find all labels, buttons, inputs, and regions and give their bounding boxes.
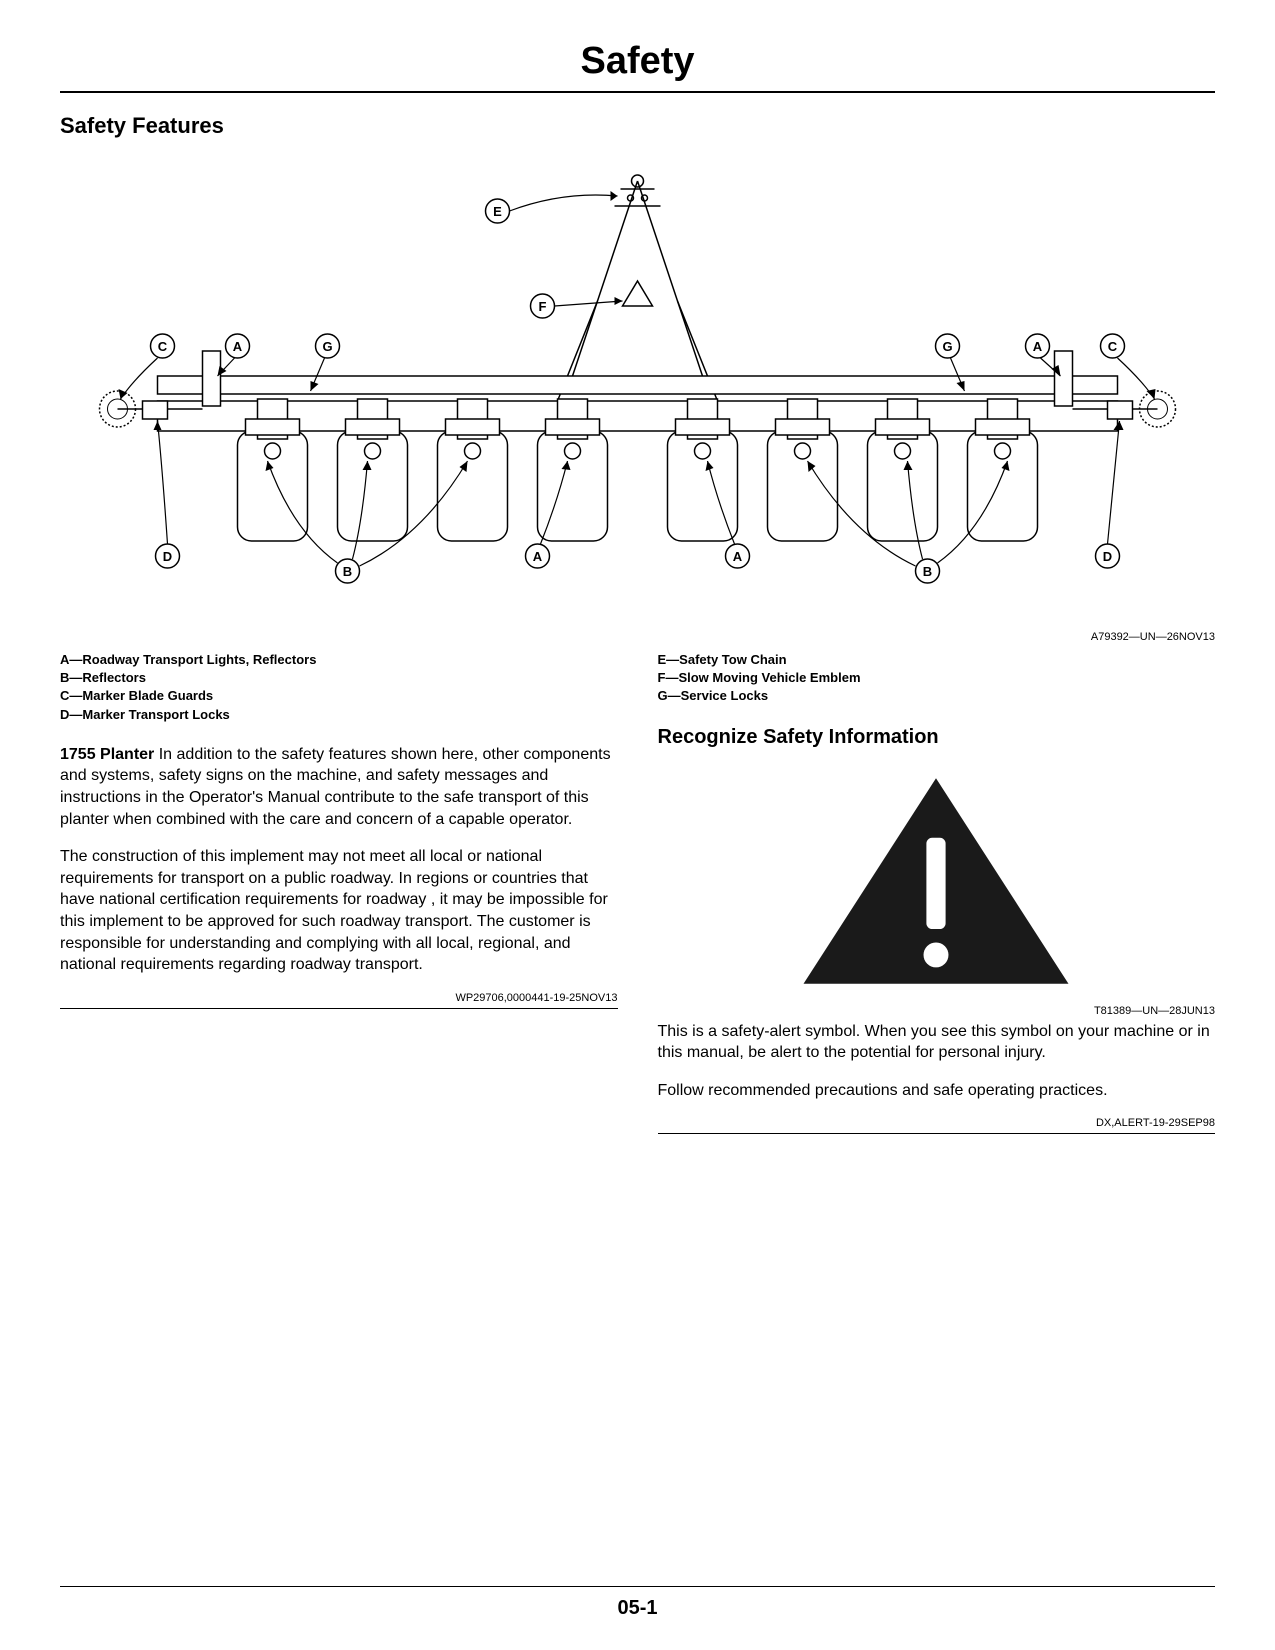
recognize-safety-heading: Recognize Safety Information: [658, 726, 1216, 749]
safety-alert-icon: [791, 761, 1081, 1001]
svg-text:C: C: [158, 339, 168, 354]
legend-item: C—Marker Blade Guards: [60, 687, 618, 705]
alert-image-ref: T81389—UN—28JUN13: [658, 1005, 1216, 1017]
svg-text:D: D: [163, 549, 172, 564]
svg-text:G: G: [942, 339, 952, 354]
recognize-safety-para-1: This is a safety-alert symbol. When you …: [658, 1021, 1216, 1064]
diagram-image-ref: A79392—UN—26NOV13: [60, 631, 1215, 643]
para-lead: 1755 Planter: [60, 746, 154, 763]
doc-ref-right: DX,ALERT-19-29SEP98: [658, 1117, 1216, 1134]
svg-text:C: C: [1108, 339, 1118, 354]
legend-item: E—Safety Tow Chain: [658, 651, 1216, 669]
legend-item: A—Roadway Transport Lights, Reflectors: [60, 651, 618, 669]
right-column: E—Safety Tow Chain F—Slow Moving Vehicle…: [658, 651, 1216, 1152]
svg-text:A: A: [733, 549, 743, 564]
svg-text:B: B: [923, 564, 932, 579]
page-title: Safety: [60, 40, 1215, 93]
svg-text:A: A: [1033, 339, 1043, 354]
legend-right: E—Safety Tow Chain F—Slow Moving Vehicle…: [658, 651, 1216, 706]
svg-text:B: B: [343, 564, 352, 579]
doc-ref-left: WP29706,0000441-19-25NOV13: [60, 992, 618, 1009]
planter-diagram: E F C C A A G G D D B B: [60, 151, 1215, 611]
page-number: 05-1: [60, 1586, 1215, 1620]
legend-left: A—Roadway Transport Lights, Reflectors B…: [60, 651, 618, 724]
legend-item: G—Service Locks: [658, 687, 1216, 705]
recognize-safety-para-2: Follow recommended precautions and safe …: [658, 1080, 1216, 1102]
svg-text:F: F: [539, 299, 547, 314]
safety-features-heading: Safety Features: [60, 113, 1215, 139]
left-column: A—Roadway Transport Lights, Reflectors B…: [60, 651, 618, 1152]
svg-text:D: D: [1103, 549, 1112, 564]
svg-text:G: G: [322, 339, 332, 354]
safety-features-para-2: The construction of this implement may n…: [60, 846, 618, 976]
svg-text:A: A: [233, 339, 243, 354]
svg-text:E: E: [493, 204, 502, 219]
svg-text:A: A: [533, 549, 543, 564]
legend-item: D—Marker Transport Locks: [60, 706, 618, 724]
legend-item: B—Reflectors: [60, 669, 618, 687]
safety-features-para-1: 1755 Planter In addition to the safety f…: [60, 744, 618, 830]
legend-item: F—Slow Moving Vehicle Emblem: [658, 669, 1216, 687]
